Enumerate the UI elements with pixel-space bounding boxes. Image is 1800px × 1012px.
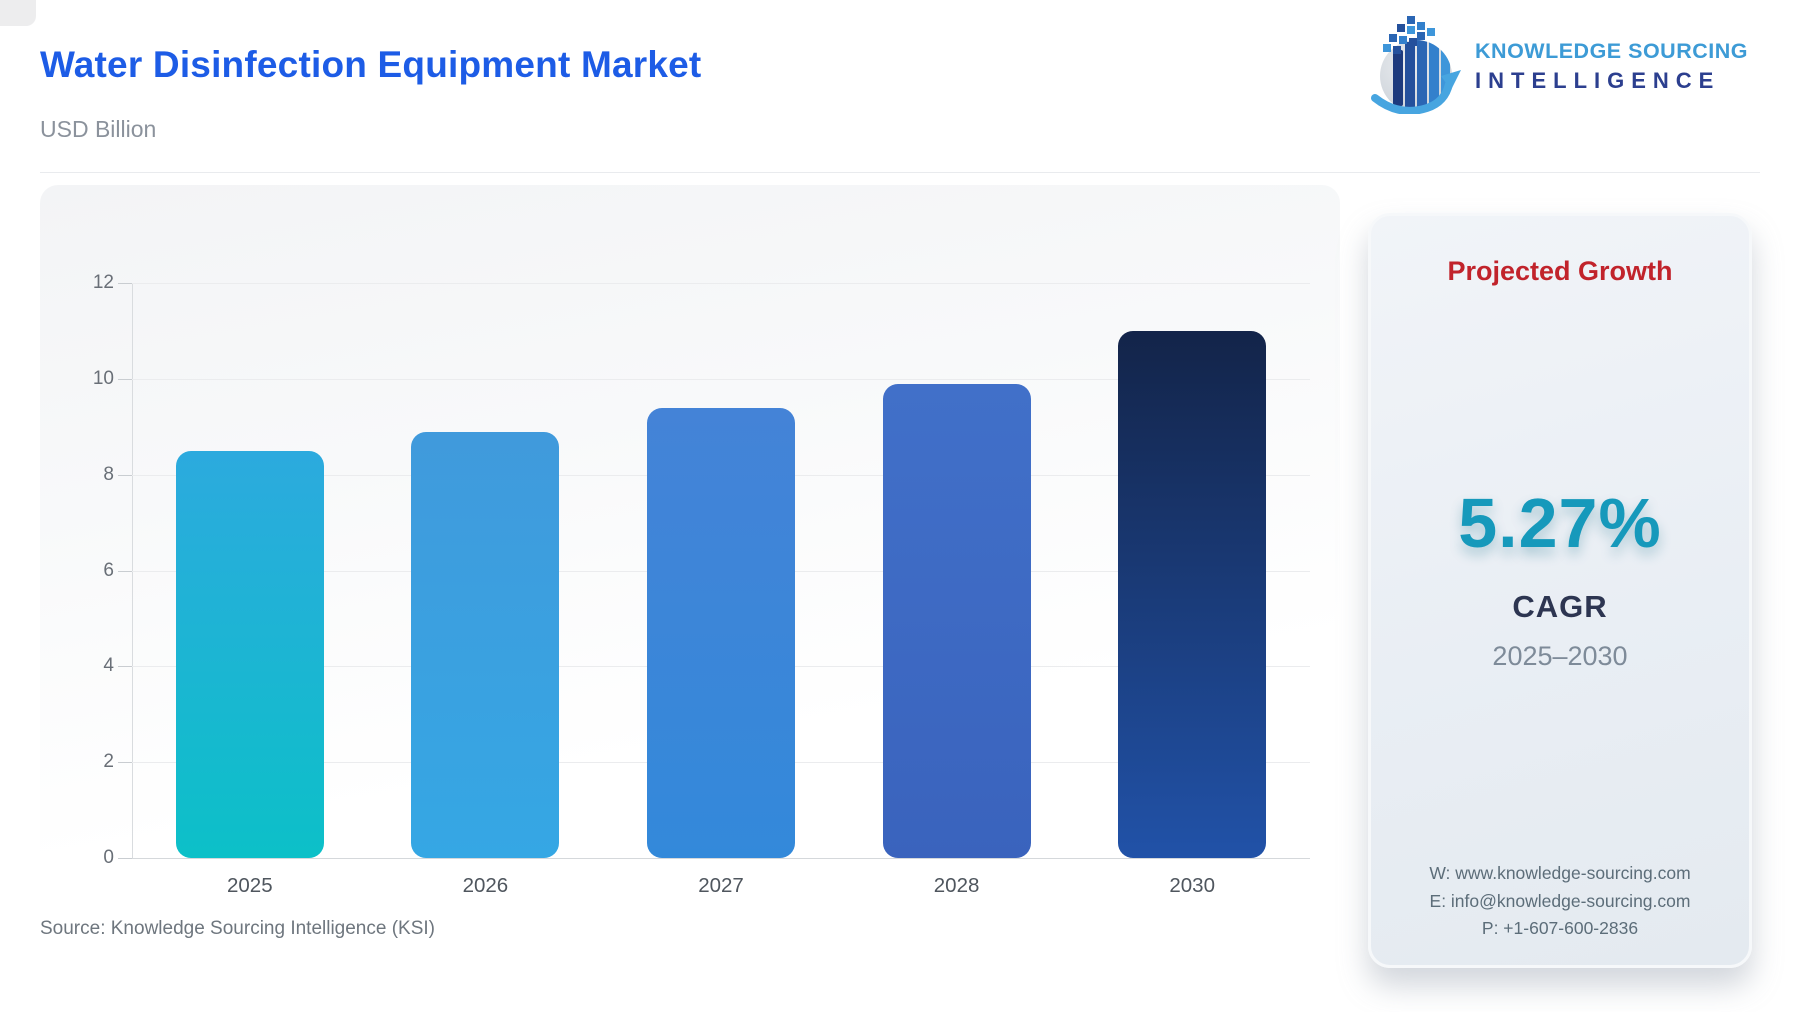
gridline-y-12	[132, 283, 1310, 284]
ksi-logo-text: KNOWLEDGE SOURCING INTELLIGENCE	[1475, 38, 1748, 94]
cagr-value: 5.27%	[1458, 484, 1662, 562]
forecast-period: 2025–2030	[1492, 641, 1628, 671]
contact-info: W: www.knowledge-sourcing.com E: info@kn…	[1429, 860, 1690, 943]
y-tick-mark-12	[118, 283, 132, 284]
y-tick-mark-6	[118, 570, 132, 572]
page-title: Water Disinfection Equipment Market	[40, 44, 702, 85]
bar-chart-plot-area: 0 2 4 6 8 10 12 2025 2026 2027 2028 2030	[93, 272, 1310, 897]
x-label-2025: 2025	[226, 874, 273, 897]
y-tick-label-10: 10	[92, 367, 114, 389]
panel-title: Projected Growth	[1447, 256, 1673, 286]
y-tick-mark-10	[118, 378, 132, 380]
y-tick-mark-2	[118, 762, 132, 764]
contact-website: W: www.knowledge-sourcing.com	[1429, 863, 1691, 884]
y-tick-label-0: 0	[103, 847, 114, 868]
y-tick-mark-4	[118, 666, 132, 668]
x-label-2030: 2030	[1169, 874, 1215, 897]
projected-growth-panel: Projected Growth 5.27% CAGR 2025–2030 W:…	[1368, 213, 1752, 968]
gridline-y-10	[132, 378, 1310, 380]
chart-unit-label: USD Billion	[40, 116, 157, 142]
x-label-2026: 2026	[462, 874, 509, 897]
y-tick-label-6: 6	[103, 559, 114, 581]
ksi-logo: KNOWLEDGE SOURCING INTELLIGENCE	[1369, 14, 1748, 119]
bar-2028	[882, 383, 1031, 858]
contact-phone: P: +1-607-600-2836	[1481, 918, 1639, 939]
bar-chart-card: 0 2 4 6 8 10 12 2025 2026 2027 2028 2030	[40, 185, 1340, 903]
logo-line1: KNOWLEDGE SOURCING	[1475, 39, 1748, 64]
x-label-2028: 2028	[933, 874, 980, 897]
y-tick-label-4: 4	[103, 655, 114, 677]
y-tick-label-2: 2	[103, 751, 114, 773]
bar-2030	[1118, 330, 1267, 858]
cagr-label: CAGR	[1512, 589, 1608, 624]
y-tick-mark-8	[118, 474, 132, 476]
contact-email: E: info@knowledge-sourcing.com	[1429, 890, 1691, 911]
bar-2027	[647, 407, 795, 858]
y-tick-mark-0	[118, 858, 132, 859]
gridline-y-0	[132, 858, 1310, 859]
screen-corner-artifact	[0, 0, 36, 26]
logo-line2: INTELLIGENCE	[1475, 68, 1721, 94]
x-label-2027: 2027	[698, 874, 744, 897]
header-divider	[40, 172, 1760, 173]
y-tick-label-12: 12	[92, 272, 114, 293]
bar-2026	[411, 431, 560, 858]
bar-2025	[175, 450, 324, 858]
ksi-logo-mark-icon	[1369, 14, 1462, 119]
source-note: Source: Knowledge Sourcing Intelligence …	[40, 918, 436, 939]
y-tick-label-8: 8	[103, 463, 114, 485]
